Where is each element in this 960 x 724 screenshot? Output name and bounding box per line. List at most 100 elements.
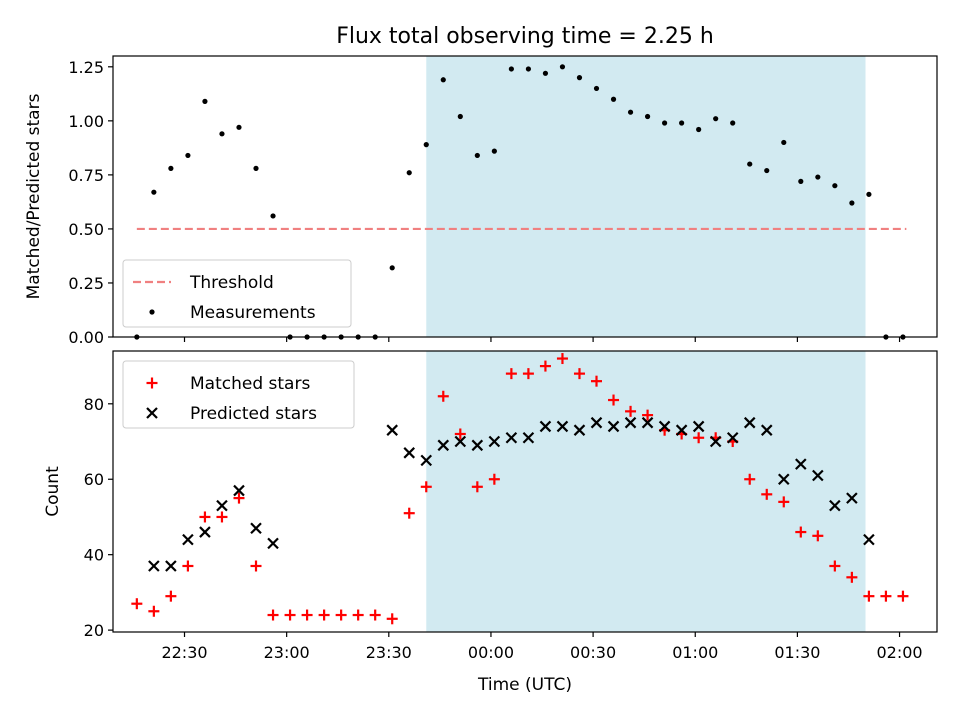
predicted-star-point — [607, 420, 620, 433]
matched-star-point — [437, 390, 449, 402]
predicted-star-point — [641, 416, 654, 429]
measurement-point — [747, 161, 753, 167]
y-tick-label: 0.75 — [68, 166, 104, 185]
chart-title: Flux total observing time = 2.25 h — [336, 24, 714, 49]
predicted-star-point — [522, 431, 535, 444]
legend-box — [122, 360, 355, 429]
predicted-star-point — [675, 424, 688, 436]
y-tick-label: 0.00 — [68, 328, 104, 347]
measurement-point — [270, 213, 276, 219]
matched-star-point — [778, 496, 790, 508]
matched-star-point — [233, 492, 245, 504]
predicted-star-point — [505, 431, 518, 444]
y-tick-label: 40 — [84, 546, 104, 565]
y-tick-label: 0.25 — [68, 274, 104, 293]
predicted-star-point — [182, 533, 194, 546]
legend-box — [122, 259, 352, 328]
predicted-star-point — [267, 537, 279, 550]
measurement-point — [644, 113, 651, 120]
legend-label: Predicted stars — [190, 404, 317, 424]
matched-star-point — [267, 609, 279, 621]
measurement-point — [219, 131, 225, 137]
measurement-point — [576, 75, 583, 81]
legend-label: Threshold — [189, 273, 274, 293]
predicted-star-point — [471, 439, 484, 452]
predicted-star-point — [420, 454, 433, 467]
measurement-point — [662, 120, 668, 126]
x-tick-label: 23:30 — [366, 643, 412, 662]
matched-star-point — [131, 598, 143, 610]
predicted-star-point — [233, 484, 245, 497]
matched-star-point — [556, 353, 568, 365]
measurement-point — [491, 148, 497, 154]
matched-star-point — [744, 473, 756, 485]
measurement-point — [610, 96, 617, 102]
legend-predicted-swatch — [146, 407, 158, 419]
measurement-point — [525, 66, 532, 72]
predicted-star-point — [165, 560, 177, 572]
measurement-point — [764, 167, 770, 174]
matched-star-point — [369, 609, 381, 621]
predicted-star-point — [812, 469, 824, 482]
y-axis-label: Matched/Predicted stars — [24, 93, 44, 299]
y-tick-label: 80 — [84, 395, 104, 414]
measurement-point — [542, 70, 549, 76]
x-tick-label: 01:30 — [774, 643, 820, 662]
matched-star-point — [812, 530, 824, 542]
legend: Threshold Measurements — [122, 259, 352, 328]
predicted-star-point — [216, 499, 228, 512]
predicted-star-point — [454, 435, 467, 448]
matched-star-point — [846, 571, 858, 583]
x-tick-label: 00:30 — [570, 643, 616, 662]
predicted-star-point — [250, 522, 262, 535]
legend-measurement-swatch — [149, 309, 155, 315]
measurement-point — [730, 120, 736, 126]
measurement-point — [713, 116, 719, 122]
predicted-star-point — [199, 526, 211, 538]
measurement-point — [389, 265, 395, 271]
predicted-star-point — [709, 435, 722, 448]
measurement-point — [406, 170, 412, 176]
measurement-point — [593, 85, 600, 92]
plot-frame — [112, 350, 938, 633]
matched-star-point — [539, 360, 551, 372]
matched-star-point — [608, 394, 620, 406]
predicted-star-point — [726, 431, 739, 444]
matched-star-point — [454, 428, 466, 440]
matched-star-point — [148, 605, 160, 617]
measurement-point — [423, 142, 429, 148]
measurement-point — [815, 174, 821, 180]
panel-top: 0.00 0.25 0.50 0.75 1.00 1.25 Matched/Predicte… — [24, 55, 938, 347]
matched-star-point — [165, 590, 177, 602]
predicted-star-point — [539, 420, 552, 433]
matched-star-point — [863, 590, 875, 602]
y-tick-label: 60 — [84, 470, 104, 489]
predicted-star-point — [829, 499, 841, 512]
matched-star-point — [318, 609, 330, 621]
matched-star-point — [573, 368, 585, 380]
matched-star-point — [420, 481, 432, 493]
x-tick-label: 22:30 — [161, 643, 207, 662]
measurement-point — [781, 139, 787, 146]
matched-star-point — [897, 590, 909, 602]
y-tick-label: 0.50 — [68, 220, 104, 239]
measurement-point — [474, 152, 480, 159]
predicted-star-point — [777, 473, 790, 486]
measurement-point — [849, 200, 855, 206]
measurement-point — [151, 189, 157, 195]
predicted-star-point — [692, 420, 705, 433]
predicted-star-point — [556, 420, 569, 433]
measurement-point — [236, 124, 242, 130]
matched-star-point — [693, 432, 705, 444]
matched-star-point — [522, 368, 534, 380]
x-tick-label: 00:00 — [468, 643, 514, 662]
matched-star-point — [216, 511, 228, 523]
matched-star-point — [199, 511, 211, 523]
matched-star-point — [761, 488, 773, 500]
shaded-interval — [426, 56, 866, 337]
measurement-point — [679, 120, 685, 126]
matched-star-point — [505, 368, 517, 380]
measurement-point — [508, 66, 514, 72]
x-tick-label: 01:00 — [672, 643, 718, 662]
